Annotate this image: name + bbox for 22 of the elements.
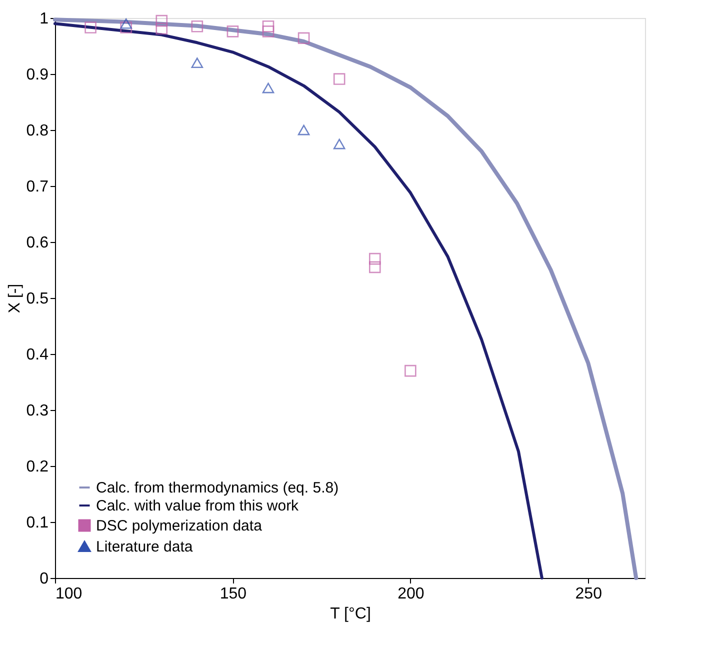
- y-tick-label: 0.7: [26, 178, 49, 196]
- y-tick-label: 0.4: [26, 346, 49, 364]
- y-tick-label: 0: [40, 570, 49, 588]
- y-tick-label: 1: [40, 10, 49, 28]
- x-tick-label: 100: [56, 586, 82, 602]
- y-tick-label: 0.5: [26, 290, 49, 308]
- legend-label: Literature data: [96, 538, 194, 556]
- y-tick-label: 0.9: [26, 66, 49, 84]
- legend-label: DSC polymerization data: [96, 518, 263, 534]
- y-tick-label: 0.6: [26, 234, 49, 252]
- x-tick-label: 250: [575, 586, 602, 602]
- legend-label: Calc. from thermodynamics (eq. 5.8): [96, 480, 339, 496]
- line-series: [54, 22, 544, 580]
- y-tick-label: 0.8: [26, 122, 49, 140]
- y-axis-title: X [-]: [6, 284, 24, 314]
- y-tick-label: 0.1: [26, 514, 49, 532]
- x-axis-title: T [°C]: [330, 606, 371, 622]
- y-tick-label: 0.2: [26, 458, 49, 476]
- x-tick-label: 200: [398, 586, 424, 602]
- y-tick-label: 0.3: [26, 402, 49, 420]
- legend-label: Calc. with value from this work: [96, 498, 300, 514]
- x-tick-label: 150: [220, 586, 247, 602]
